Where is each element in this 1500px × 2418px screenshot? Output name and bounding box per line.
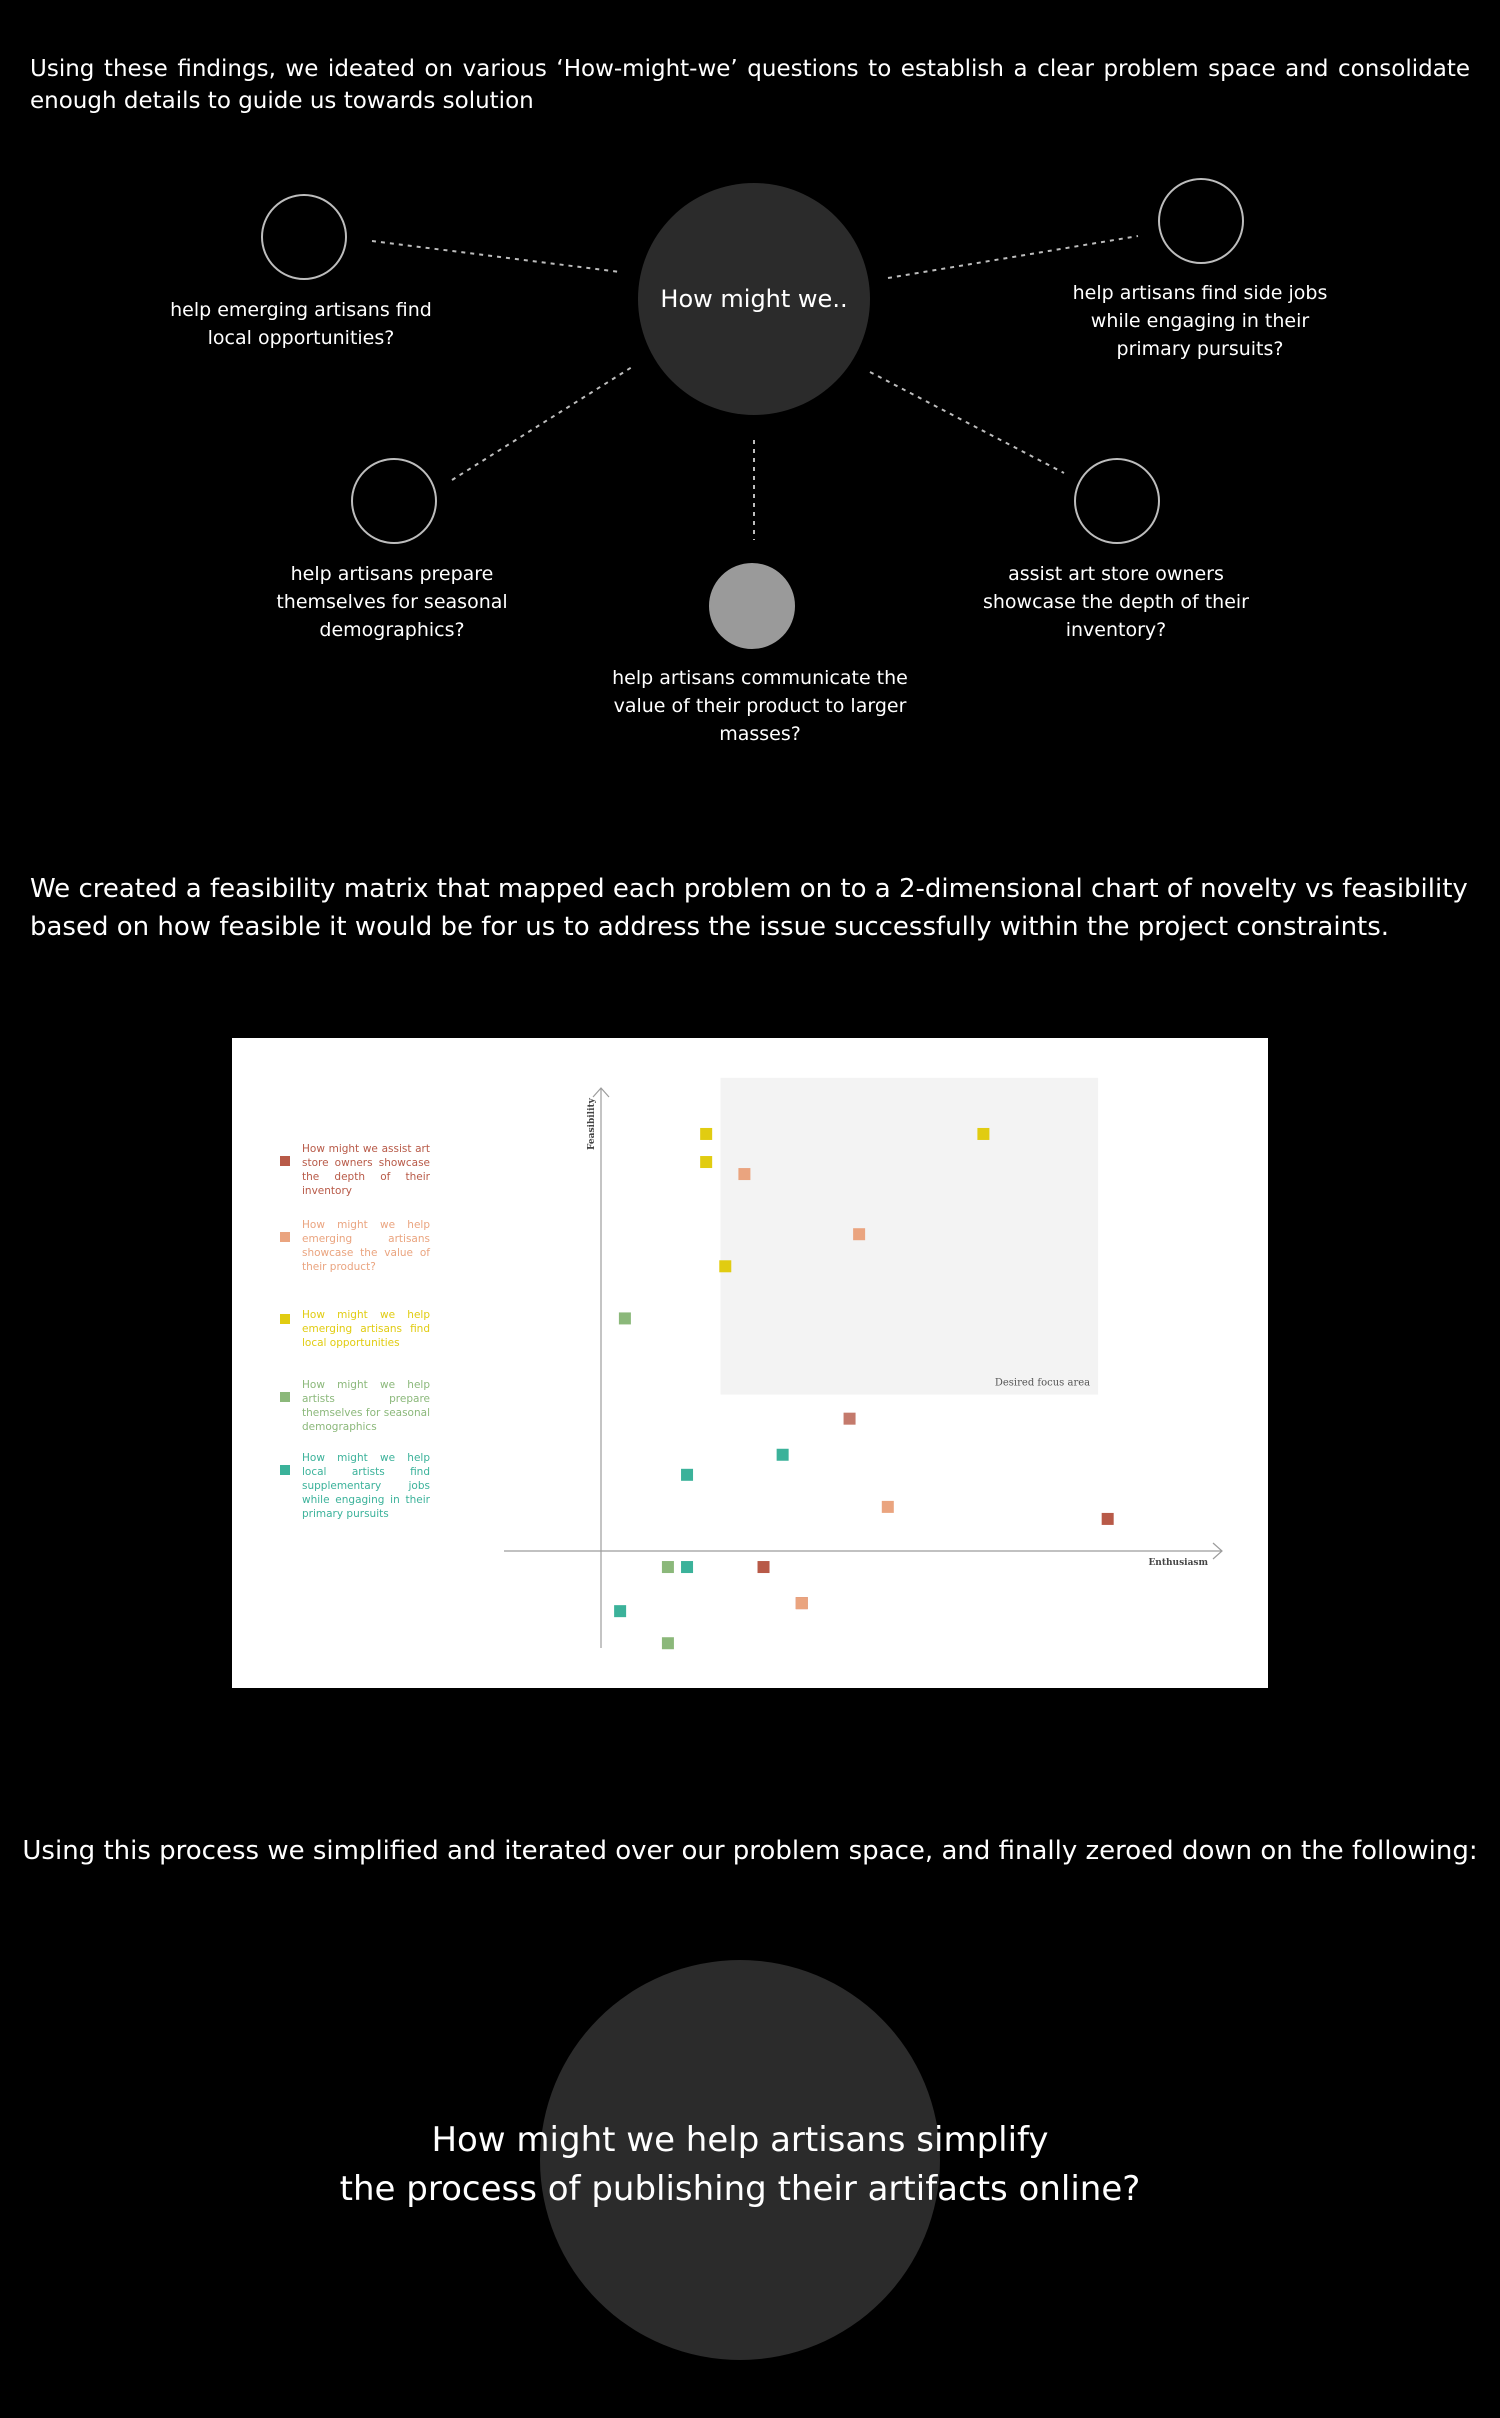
data-points (614, 1127, 1114, 1650)
legend-item: How might we help artists prepare themse… (280, 1378, 430, 1434)
data-point (853, 1228, 866, 1241)
data-point (661, 1561, 674, 1574)
legend-item: How might we assist art store owners sho… (280, 1142, 430, 1198)
legend-swatch (280, 1465, 290, 1475)
legend-label: How might we help artists prepare themse… (302, 1379, 430, 1433)
legend-label: How might we help local artists find sup… (302, 1452, 430, 1520)
y-axis-label: Feasibility (587, 1097, 597, 1150)
data-point (776, 1448, 789, 1461)
data-point (795, 1597, 808, 1610)
hmw-node-label: assist art store owners showcase the dep… (982, 563, 1249, 641)
legend-item: How might we help local artists find sup… (280, 1451, 430, 1521)
x-axis-arrow (1212, 1542, 1223, 1560)
connector-lines (371, 235, 1139, 540)
legend-swatch (280, 1314, 290, 1324)
hmw-node-circle (261, 194, 347, 280)
connector-line (869, 371, 1065, 474)
hmw-node-label: help emerging artisans find local opport… (170, 299, 432, 349)
y-axis-arrow (592, 1087, 610, 1098)
hmw-node-circle (351, 458, 437, 544)
data-point (700, 1127, 713, 1140)
focus-area-label: Desired focus area (995, 1378, 1090, 1389)
focus-area (720, 1077, 1099, 1395)
data-point (738, 1168, 751, 1181)
legend-item: How might we help emerging artisans find… (280, 1308, 430, 1350)
feasibility-matrix: Desired focus area Feasibility Enthusias… (232, 1038, 1268, 1688)
data-point (618, 1312, 631, 1325)
feasibility-chart: Desired focus area Feasibility Enthusias… (504, 1077, 1223, 1650)
process-paragraph: Using this process we simplified and ite… (22, 1836, 1478, 1866)
hmw-node-circle-highlighted (709, 563, 795, 649)
legend-label: How might we help emerging artisans find… (302, 1309, 430, 1349)
data-point (757, 1561, 770, 1574)
legend-swatch (280, 1156, 290, 1166)
hmw-diagram: How might we.. help emerging artisans fi… (0, 160, 1500, 780)
data-point (700, 1156, 713, 1169)
final-question-line2: the process of publishing their artifact… (339, 2169, 1141, 2209)
final-question: How might we help artisans simplify the … (300, 2116, 1180, 2214)
hmw-center-label: How might we.. (660, 285, 848, 313)
legend-label: How might we help emerging artisans show… (302, 1219, 430, 1273)
data-point (661, 1637, 674, 1650)
legend-item: How might we help emerging artisans show… (280, 1218, 430, 1274)
legend-swatch (280, 1232, 290, 1242)
data-point (881, 1500, 894, 1513)
hmw-node-circle (1158, 178, 1244, 264)
final-question-line1: How might we help artisans simplify (431, 2120, 1049, 2160)
hmw-center-circle: How might we.. (638, 183, 870, 415)
hmw-node-label: help artisans communicate the value of t… (612, 667, 908, 745)
x-axis-label: Enthusiasm (1148, 1558, 1208, 1568)
legend-swatch (280, 1392, 290, 1402)
legend-label: How might we assist art store owners sho… (302, 1143, 430, 1197)
intro-paragraph: Using these findings, we ideated on vari… (30, 56, 1470, 114)
data-point (977, 1127, 990, 1140)
hmw-node-label: help artisans prepare themselves for sea… (276, 563, 508, 641)
connector-line (887, 235, 1139, 279)
connector-line (371, 240, 621, 273)
data-point (719, 1260, 732, 1273)
final-question-circle (540, 1960, 940, 2360)
matrix-intro-paragraph: We created a feasibility matrix that map… (30, 874, 1468, 942)
data-point (843, 1412, 856, 1425)
data-point (1101, 1512, 1114, 1525)
data-point (681, 1468, 694, 1481)
hmw-node-circle (1074, 458, 1160, 544)
data-point (681, 1561, 694, 1574)
hmw-node-label: help artisans find side jobs while engag… (1072, 282, 1328, 360)
data-point (614, 1605, 627, 1618)
connector-line (451, 366, 633, 481)
